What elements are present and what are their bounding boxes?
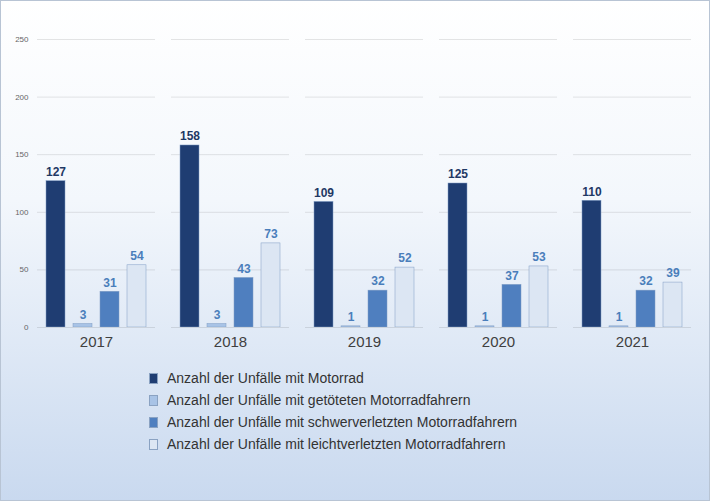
svg-text:125: 125 bbox=[448, 167, 468, 181]
svg-text:52: 52 bbox=[398, 251, 412, 265]
svg-text:32: 32 bbox=[371, 274, 385, 288]
svg-text:200: 200 bbox=[15, 93, 29, 102]
svg-text:127: 127 bbox=[46, 165, 66, 179]
svg-text:109: 109 bbox=[314, 186, 334, 200]
svg-text:39: 39 bbox=[666, 266, 680, 280]
svg-text:50: 50 bbox=[20, 265, 29, 274]
svg-text:31: 31 bbox=[103, 276, 117, 290]
svg-text:1: 1 bbox=[482, 310, 489, 324]
svg-text:2017: 2017 bbox=[80, 333, 113, 350]
svg-text:1: 1 bbox=[616, 310, 623, 324]
html-text:Anzahl der Unfälle mit schwerv: Anzahl der Unfälle mit schwerverletzten … bbox=[167, 414, 518, 430]
svg-text:1: 1 bbox=[348, 310, 355, 324]
svg-text:37: 37 bbox=[505, 269, 519, 283]
html-text:Anzahl der Unfälle mit getötet: Anzahl der Unfälle mit getöteten Motorra… bbox=[167, 392, 471, 408]
svg-text:100: 100 bbox=[15, 208, 29, 217]
svg-text:43: 43 bbox=[237, 262, 251, 276]
svg-text:2019: 2019 bbox=[348, 333, 381, 350]
svg-text:3: 3 bbox=[214, 308, 221, 322]
svg-text:53: 53 bbox=[532, 250, 546, 264]
svg-text:32: 32 bbox=[639, 274, 653, 288]
svg-text:2018: 2018 bbox=[214, 333, 247, 350]
svg-text:110: 110 bbox=[582, 185, 602, 199]
svg-text:54: 54 bbox=[130, 249, 144, 263]
html-text:Anzahl der Unfälle mit leichtv: Anzahl der Unfälle mit leichtverletzten … bbox=[167, 436, 506, 452]
svg-text:250: 250 bbox=[15, 35, 29, 44]
svg-text:150: 150 bbox=[15, 150, 29, 159]
svg-text:2021: 2021 bbox=[616, 333, 649, 350]
svg-text:158: 158 bbox=[180, 129, 200, 143]
svg-text:3: 3 bbox=[80, 308, 87, 322]
svg-text:73: 73 bbox=[264, 227, 278, 241]
html-text:Anzahl der Unfälle mit Motorra: Anzahl der Unfälle mit Motorrad bbox=[167, 370, 364, 386]
svg-text:2020: 2020 bbox=[482, 333, 515, 350]
svg-text:0: 0 bbox=[24, 323, 29, 332]
